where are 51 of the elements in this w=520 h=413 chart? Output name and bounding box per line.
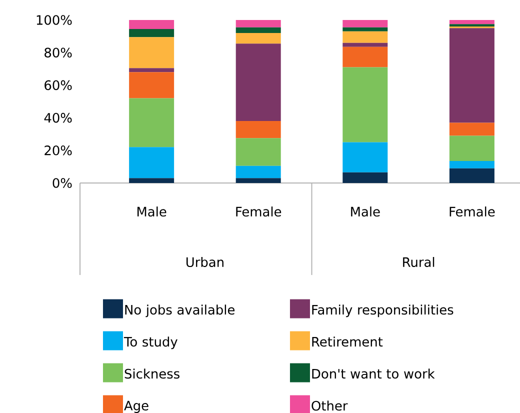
legend-label: Family responsibilities [312,304,454,318]
bar [236,166,281,178]
bar [449,20,494,24]
y-tick-label: 80% [44,48,72,58]
bar [342,67,388,142]
bar [129,98,174,148]
legend-label: No jobs available [125,304,235,318]
bar [236,44,281,122]
legend-label: To study [124,336,178,350]
bar [449,168,494,183]
text: Rural [403,256,434,268]
x-tick-label: Male [137,206,166,217]
legend-label: Don't want to work [312,368,435,379]
bar [236,20,281,28]
bar [236,178,281,183]
bar [342,27,388,32]
bar [129,178,174,183]
bar [129,37,174,68]
text: Urban [186,256,224,268]
x-tick-label: Female [450,206,495,217]
legend-label: Age [124,400,148,413]
bar [342,142,388,172]
bar [129,20,174,29]
bar [236,138,281,166]
bar [342,31,388,43]
bar [449,136,494,161]
y-tick-label: 20% [44,146,72,156]
y-tick-label: 0% [52,178,72,188]
bar [129,68,174,72]
x-tick-label: Male [351,206,380,217]
bar [342,20,388,28]
bar [236,27,281,34]
y-tick-label: 40% [44,112,72,123]
legend-label: Other [312,400,348,411]
bar [129,72,174,98]
bar [129,28,174,38]
x-tick-label: Female [236,206,282,217]
bar [342,172,388,183]
bar [449,122,494,136]
bar [129,147,174,178]
y-tick-label: 100% [36,15,72,25]
bar [449,160,494,168]
legend-label: Sickness [124,368,180,379]
y-tick-label: 60% [44,80,72,90]
bar [236,121,281,138]
bar [342,42,388,47]
bar [342,46,388,68]
bar [449,24,494,27]
legend-label: Retirement [312,336,383,347]
bar [449,28,494,123]
bar [236,33,281,44]
